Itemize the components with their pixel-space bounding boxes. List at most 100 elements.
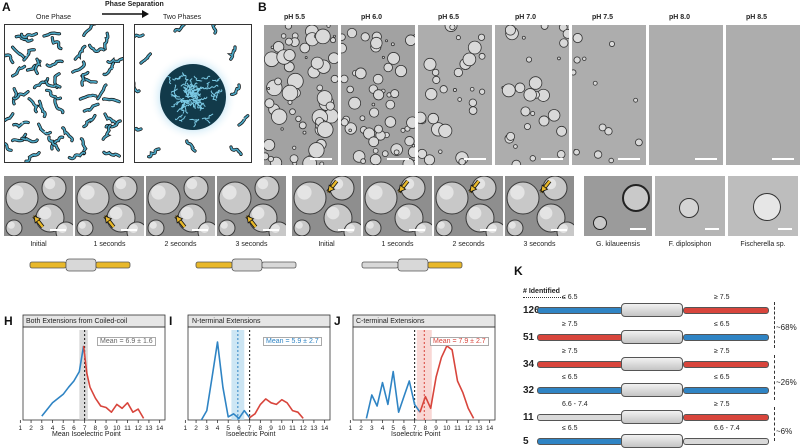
panel-label-k: K <box>514 264 523 278</box>
frame-caption: 2 seconds <box>164 241 197 248</box>
protein-strand <box>28 97 38 113</box>
protein-strand <box>103 151 121 157</box>
two-phases-box <box>127 19 252 163</box>
x-tick-label: 8 <box>94 425 98 432</box>
x-tick-label: 13 <box>310 425 318 432</box>
x-tick-label: 7 <box>248 425 252 432</box>
micrograph-ph <box>341 25 415 165</box>
micrograph-ph <box>418 25 492 165</box>
ph-label: pH 7.5 <box>592 14 614 21</box>
protein-strand <box>174 22 186 32</box>
x-tick-label: 13 <box>475 425 483 432</box>
extension-segment <box>537 334 623 341</box>
protein-strand <box>83 114 96 128</box>
micrograph-ph <box>649 25 723 165</box>
right-extension-pi: 6.6 - 7.4 <box>714 425 740 432</box>
identified-header: # Identified <box>523 288 560 295</box>
x-tick-label: 4 <box>216 425 220 432</box>
right-extension-pi: ≤ 6.5 <box>714 374 730 381</box>
series-line <box>200 341 251 421</box>
series-line <box>249 398 304 419</box>
extension-segment <box>261 261 297 269</box>
micrograph-ph <box>572 25 646 165</box>
coiled-coil-segment <box>621 330 683 344</box>
protein-strand <box>102 97 121 103</box>
protein-strand <box>20 32 38 39</box>
protein-strand <box>37 123 52 135</box>
left-extension-pi: ≤ 6.5 <box>562 294 578 301</box>
extension-segment <box>537 361 623 368</box>
extension-segment <box>683 361 769 368</box>
chart-j-mean: Mean = 7.9 ± 2.7 <box>430 337 489 346</box>
protein-strand <box>47 136 60 151</box>
protein-strand <box>51 36 62 50</box>
chart-i-mean: Mean = 5.9 ± 2.7 <box>263 337 322 346</box>
x-tick-label: 6 <box>402 425 406 432</box>
identified-count: 34 <box>523 359 535 370</box>
left-extension-pi: 6.6 - 7.4 <box>562 401 588 408</box>
time-lapse-frame <box>75 176 144 236</box>
protein-strand <box>15 35 33 42</box>
dispersed-strands <box>0 22 125 163</box>
protein-strand <box>43 32 61 37</box>
protein-strand <box>81 71 89 86</box>
protein-strand <box>230 146 242 156</box>
panel-label-j: J <box>334 314 341 328</box>
x-tick-label: 1 <box>184 425 188 432</box>
micrograph-g-kilaueensis <box>584 176 652 236</box>
coiled-coil-segment <box>621 383 683 397</box>
left-extension-pi: ≥ 7.5 <box>562 321 578 328</box>
chart-h-mean: Mean = 6.9 ± 1.6 <box>97 337 156 346</box>
extension-segment <box>537 438 623 445</box>
group-percent-2: ~26% <box>776 378 797 387</box>
panel-label-a: A <box>2 0 11 14</box>
x-tick-label: 4 <box>51 425 55 432</box>
ph-label: pH 8.5 <box>746 14 768 21</box>
left-extension-pi: ≤ 6.5 <box>562 425 578 432</box>
condensed-droplet <box>127 19 250 159</box>
time-lapse-frame <box>4 176 73 236</box>
protein-strand <box>238 114 249 126</box>
protein-strand <box>71 61 86 73</box>
x-tick-label: 2 <box>359 425 363 432</box>
protein-strand <box>45 80 61 88</box>
ph-label: pH 6.0 <box>361 14 383 21</box>
protein-strand <box>11 65 26 77</box>
extension-segment <box>537 387 623 394</box>
protein-strand <box>23 48 36 61</box>
protein-strand <box>88 44 105 53</box>
right-extension-pi: ≥ 7.5 <box>714 348 730 355</box>
group-percent-3: ~6% <box>776 427 793 436</box>
extension-segment <box>683 307 769 314</box>
time-lapse-frame <box>292 176 361 236</box>
protein-strand <box>12 90 29 100</box>
two-phases-title: Two Phases <box>163 14 202 21</box>
micrograph-f-diplosiphon <box>655 176 725 236</box>
ph-label: pH 5.5 <box>284 14 306 21</box>
panel-label-b: B <box>258 0 267 14</box>
coiled-coil-segment <box>621 303 683 317</box>
protein-strand <box>80 137 87 155</box>
x-tick-label: 5 <box>61 425 65 432</box>
extension-segment <box>537 307 623 314</box>
protein-strand <box>103 62 115 76</box>
phase-separation-arrow <box>102 10 149 18</box>
x-tick-label: 12 <box>300 425 308 432</box>
x-tick-label: 5 <box>391 425 395 432</box>
chart-frame <box>22 326 166 421</box>
x-tick-label: 3 <box>40 425 44 432</box>
x-tick-label: 14 <box>321 425 329 432</box>
x-tick-label: 2 <box>194 425 198 432</box>
group-bracket <box>770 407 775 441</box>
x-tick-label: 10 <box>113 425 121 432</box>
protein-strand <box>185 140 196 152</box>
x-tick-label: 11 <box>289 425 296 432</box>
time-lapse-frame <box>505 176 574 236</box>
right-extension-pi: ≥ 7.5 <box>714 294 730 301</box>
chart-i-xlabel: Isoelectric Point <box>226 431 276 438</box>
x-tick-label: 1 <box>349 425 353 432</box>
ph-label: pH 8.0 <box>669 14 691 21</box>
chart-h-xlabel: Mean Isoelectric Point <box>52 431 121 438</box>
right-extension-pi: ≤ 6.5 <box>714 321 730 328</box>
one-phase-title: One Phase <box>36 14 72 21</box>
